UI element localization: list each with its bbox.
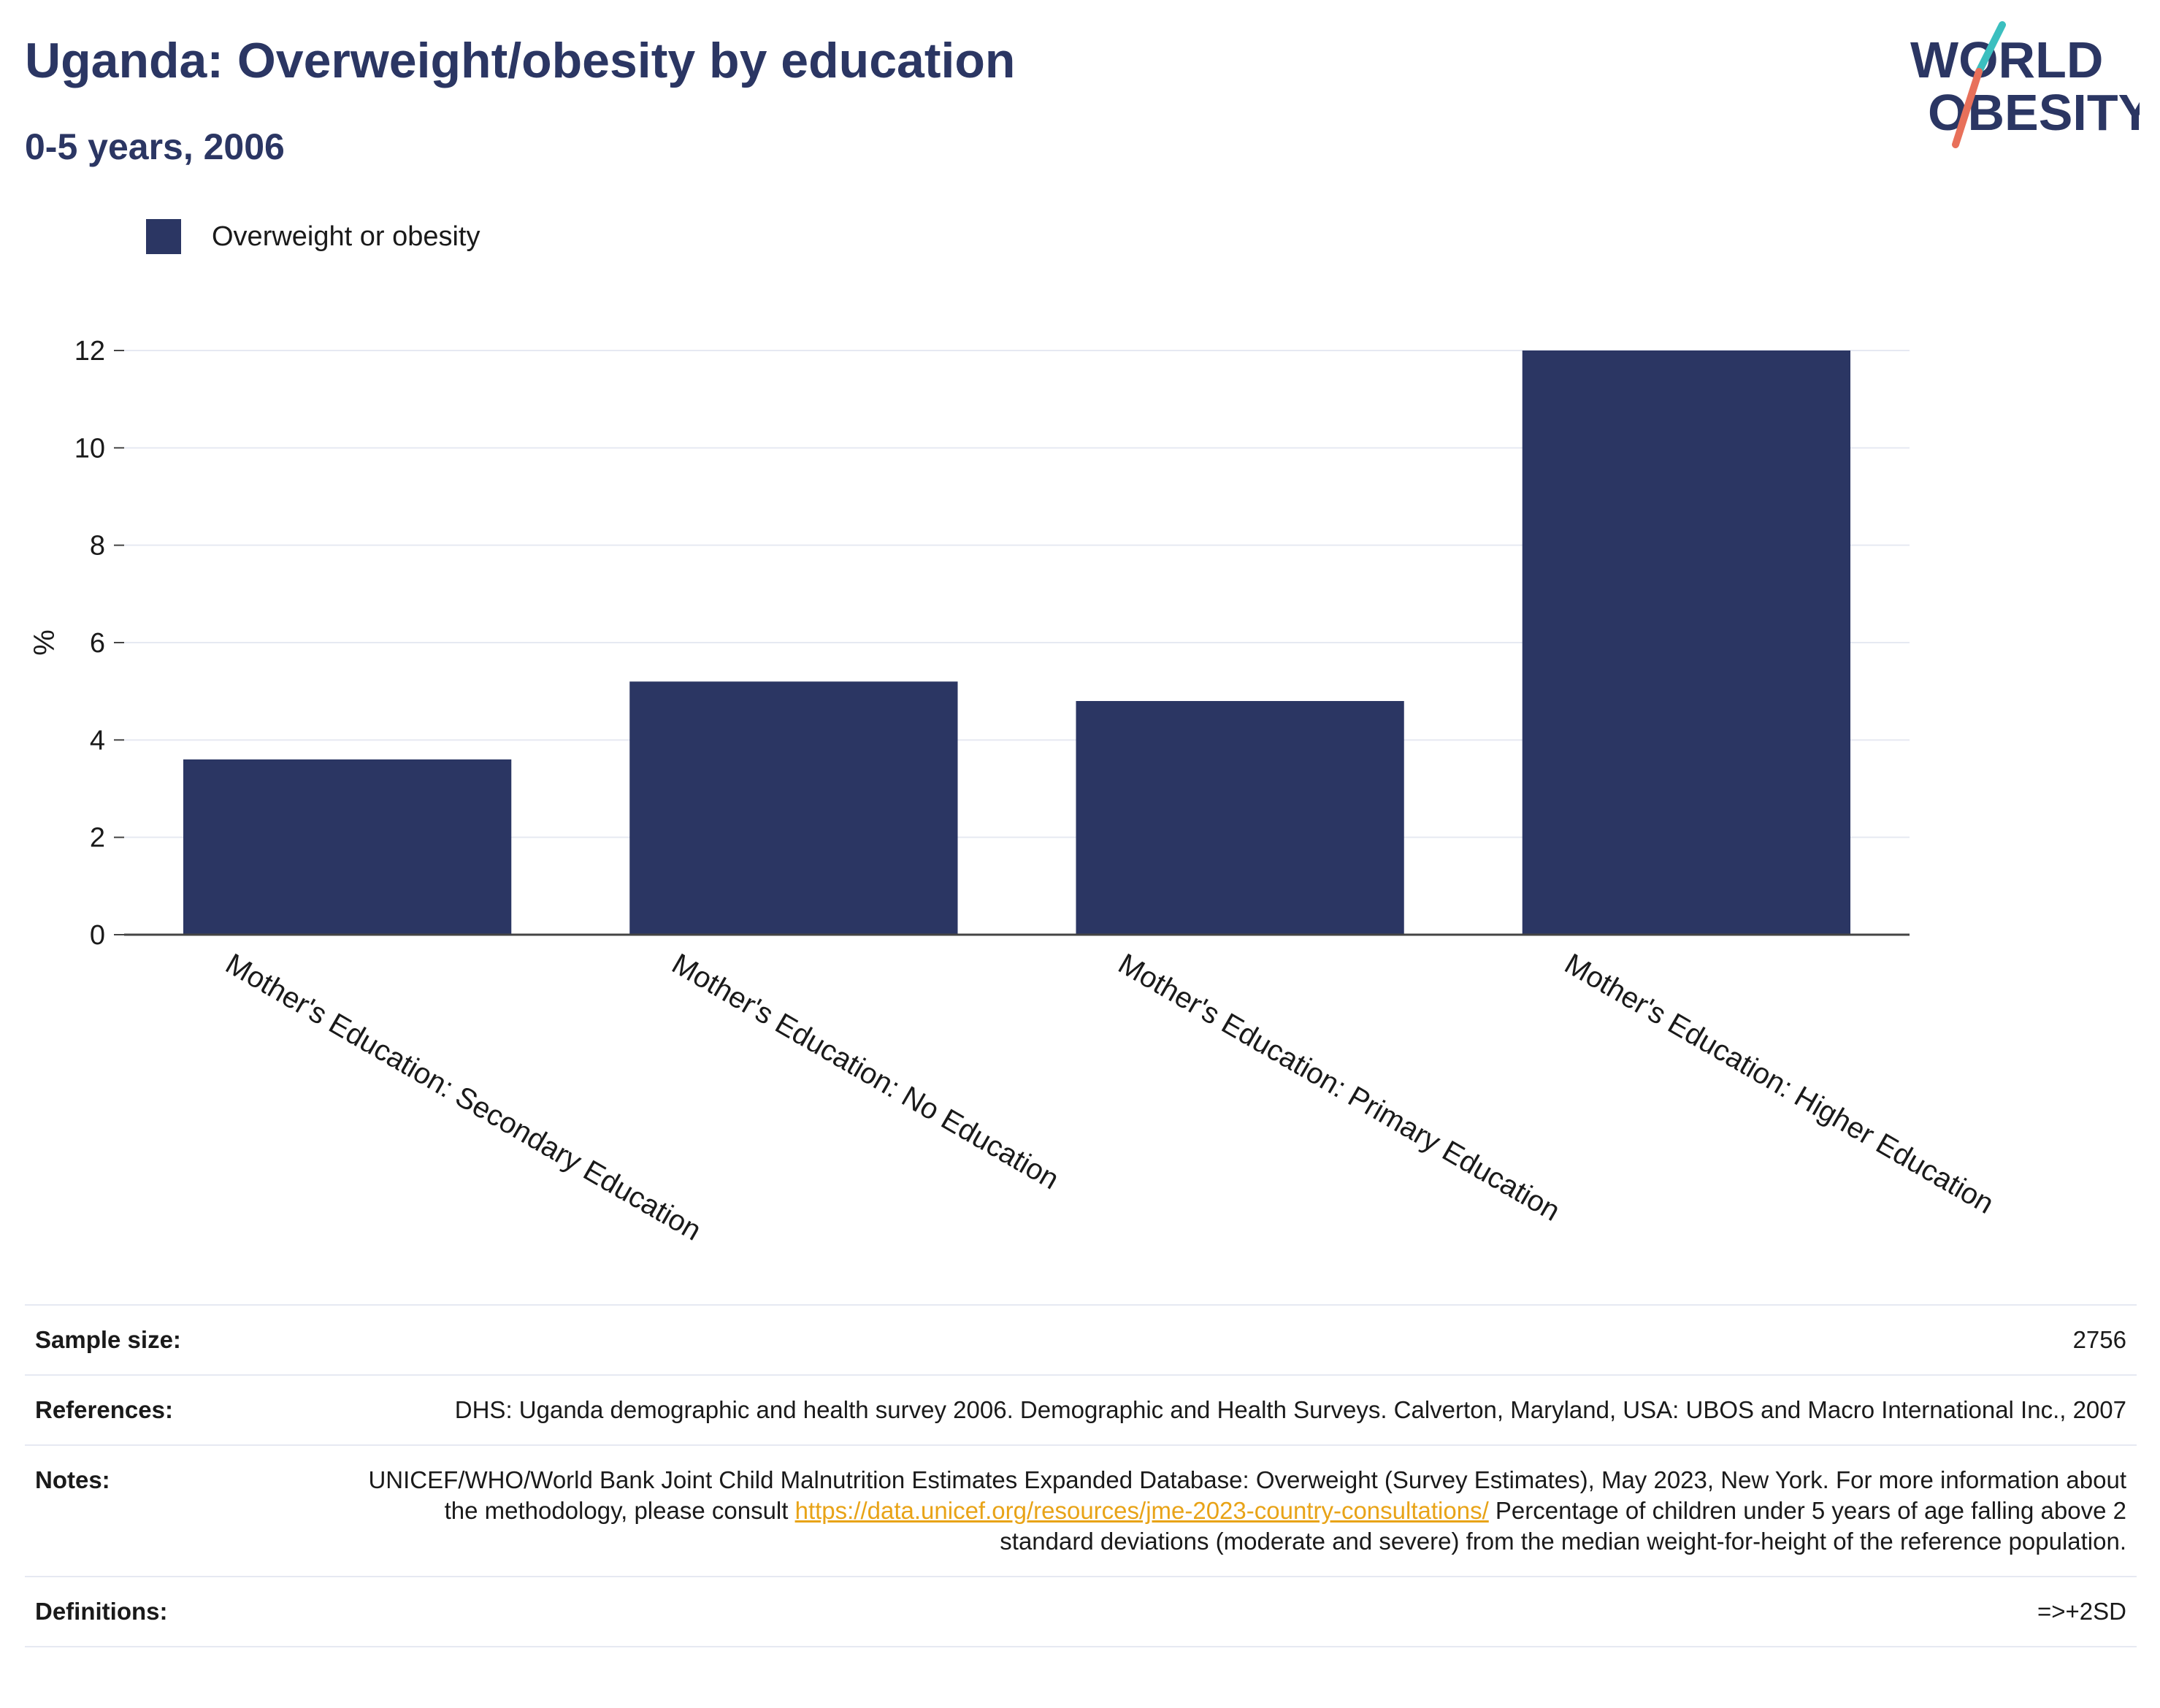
info-table: Sample size: 2756 References: DHS: Ugand…: [25, 1304, 2137, 1647]
sample-size-value: 2756: [2072, 1326, 2126, 1353]
definitions-row: Definitions: =>+2SD: [25, 1577, 2137, 1647]
logo-word-world: WORLD: [1910, 31, 2103, 88]
notes-label: Notes:: [35, 1466, 110, 1493]
y-tick-label: 0: [90, 920, 105, 951]
x-tick-label: Mother's Education: No Education: [667, 948, 1065, 1196]
definitions-label: Definitions:: [35, 1598, 168, 1625]
x-tick-label: Mother's Education: Higher Education: [1559, 948, 1999, 1220]
y-tick-label: 12: [74, 336, 105, 367]
logo-slash-coral: [1952, 68, 1983, 148]
legend-label: Overweight or obesity: [212, 221, 480, 252]
bar: [1522, 351, 1851, 935]
references-row: References: DHS: Uganda demographic and …: [25, 1375, 2137, 1445]
chart-title: Uganda: Overweight/obesity by education: [25, 33, 1016, 88]
references-value: DHS: Uganda demographic and health surve…: [454, 1396, 2126, 1423]
bar: [183, 759, 512, 935]
y-tick-label: 10: [74, 433, 105, 464]
references-label: References:: [35, 1396, 173, 1423]
notes-text-after: Percentage of children under 5 years of …: [1000, 1497, 2126, 1555]
sample-size-row: Sample size: 2756: [25, 1305, 2137, 1375]
y-tick-label: 4: [90, 725, 105, 756]
y-tick-label: 8: [90, 531, 105, 562]
chart-legend[interactable]: Overweight or obesity: [146, 216, 480, 257]
chart-subtitle: 0-5 years, 2006: [25, 126, 285, 167]
world-obesity-logo: WORLD OBESITY: [1910, 21, 2140, 148]
y-tick-label: 6: [90, 628, 105, 659]
logo-slash-teal: [1975, 21, 2006, 75]
y-tick-label: 2: [90, 823, 105, 854]
y-axis-title: %: [28, 629, 61, 656]
x-tick-label: Mother's Education: Primary Education: [1113, 948, 1566, 1228]
bar-chart: 0 2 4 6 8 10 12% Mother's Education: Secondary …: [28, 336, 1999, 1247]
notes-link[interactable]: https://data.unicef.org/resources/jme-20…: [794, 1497, 1489, 1524]
x-tick-label: Mother's Education: Secondary Education: [220, 948, 706, 1247]
bar: [629, 681, 958, 935]
notes-value: UNICEF/WHO/World Bank Joint Child Malnut…: [337, 1445, 2137, 1577]
legend-swatch: [146, 219, 181, 254]
bar: [1076, 701, 1404, 935]
notes-text-before: UNICEF/WHO/World Bank Joint Child Malnut…: [368, 1466, 2126, 1524]
sample-size-label: Sample size:: [35, 1326, 181, 1353]
notes-row: Notes: UNICEF/WHO/World Bank Joint Child…: [25, 1445, 2137, 1577]
definitions-value: =>+2SD: [2037, 1598, 2126, 1625]
